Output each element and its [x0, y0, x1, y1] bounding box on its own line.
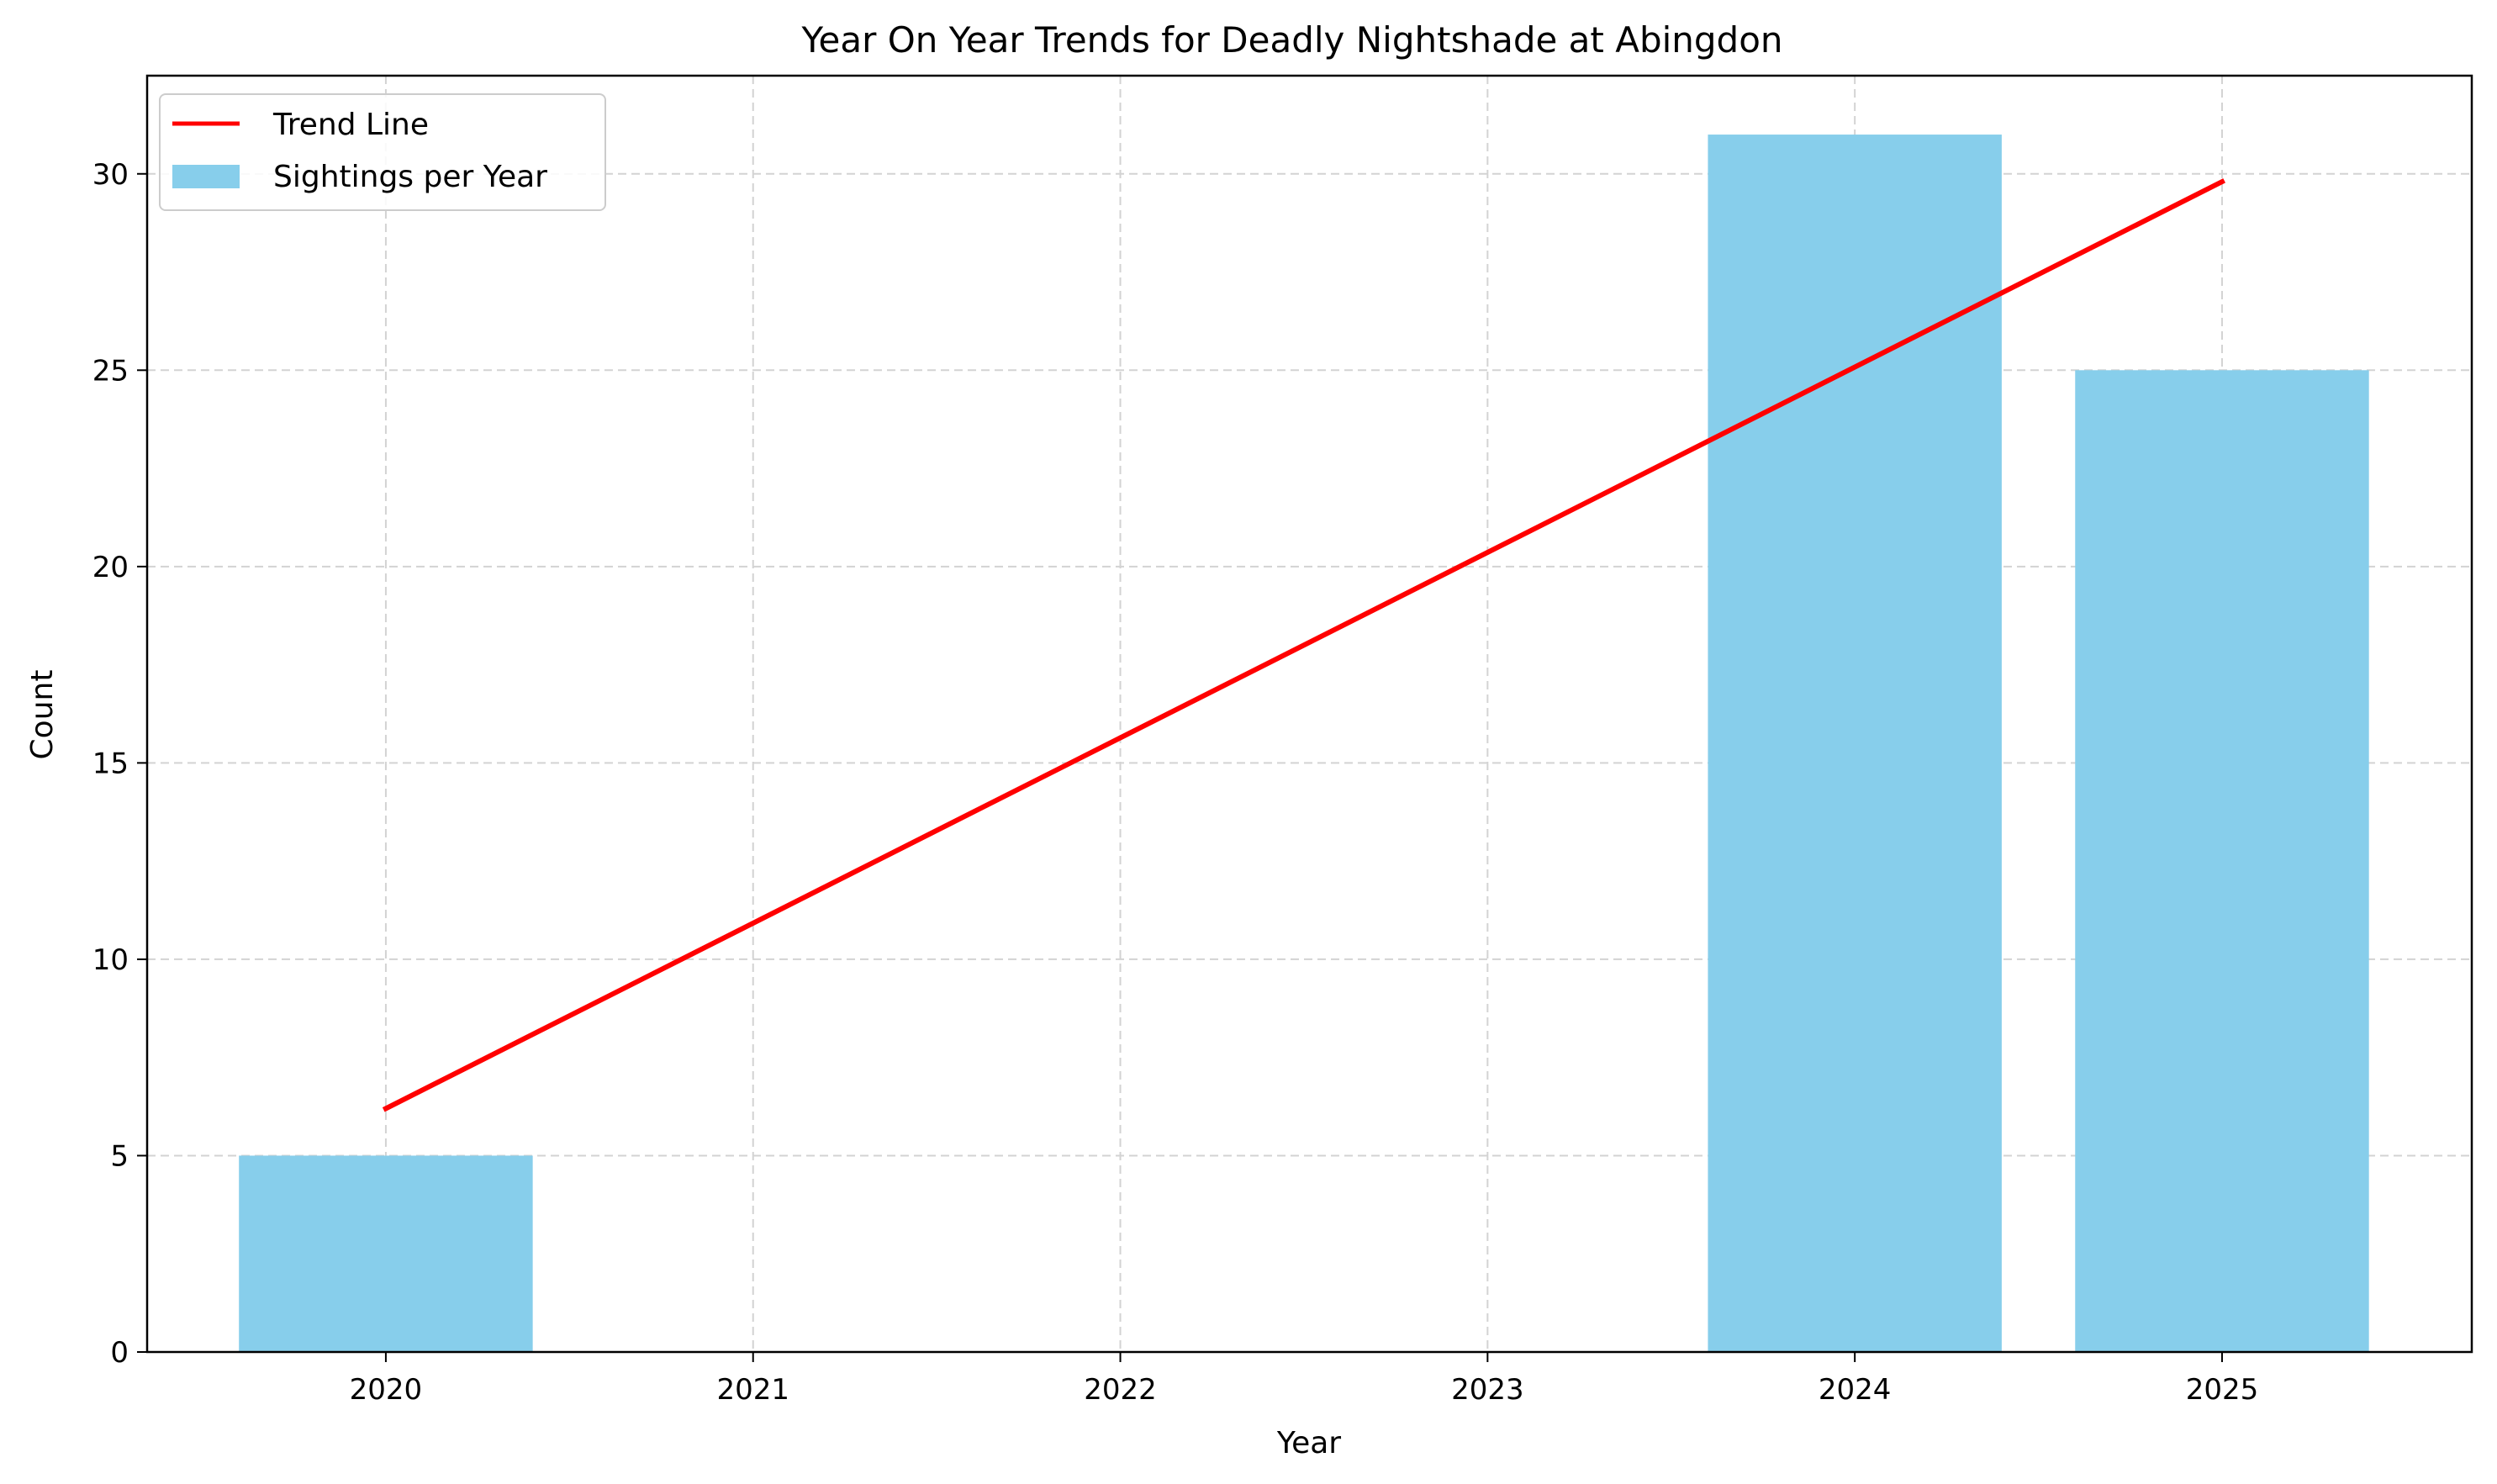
y-tick-label: 15: [92, 747, 129, 780]
y-axis-ticks: 0 5 10 15 20 25 30: [92, 158, 147, 1370]
bar-series: [239, 135, 2369, 1353]
legend-box: [159, 93, 606, 211]
x-axis-label: Year: [1276, 1426, 1341, 1460]
y-tick-label: 20: [92, 551, 129, 584]
trend-line-series: [382, 178, 2225, 1112]
chart-title: Year On Year Trends for Deadly Nightshad…: [800, 19, 1782, 61]
bar-2020: [239, 1155, 533, 1352]
y-tick-label: 10: [92, 943, 129, 977]
legend-trend-line-label: Trend Line: [272, 108, 429, 142]
y-tick-label: 25: [92, 354, 129, 388]
y-tick-label: 30: [92, 158, 129, 192]
legend-sightings-label: Sightings per Year: [273, 160, 547, 194]
x-tick-label: 2020: [350, 1373, 423, 1407]
bar-2024: [1708, 135, 2002, 1353]
x-tick-label: 2023: [1451, 1373, 1524, 1407]
x-tick-label: 2025: [2186, 1373, 2259, 1407]
y-tick-label: 0: [110, 1336, 129, 1370]
y-axis-label: Count: [25, 670, 60, 760]
plot-area-frame: [145, 74, 2473, 1354]
legend-sightings-swatch: [172, 165, 240, 188]
x-tick-label: 2024: [1819, 1373, 1892, 1407]
y-tick-label: 5: [110, 1139, 129, 1173]
x-tick-label: 2021: [716, 1373, 789, 1407]
legend: Trend Line Sightings per Year: [159, 93, 606, 211]
bar-2025: [2075, 370, 2369, 1353]
x-tick-label: 2022: [1084, 1373, 1157, 1407]
trend-line: [382, 178, 2225, 1112]
x-axis-ticks: 2020 2021 2022 2023 2024 2025: [350, 1352, 2259, 1407]
